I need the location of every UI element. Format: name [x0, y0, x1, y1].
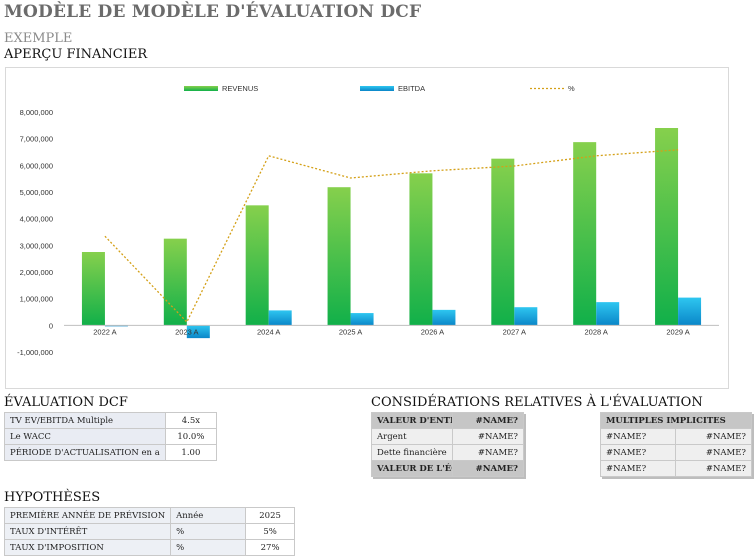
revenue-bar	[163, 238, 187, 326]
legend-label: %	[568, 84, 575, 93]
legend-label: REVENUS	[222, 84, 258, 93]
ebitda-bar	[678, 297, 702, 326]
considerations-value: #NAME?	[451, 412, 525, 429]
revenue-bar	[655, 128, 679, 326]
hypothesis-value[interactable]: 27%	[245, 539, 295, 556]
multiples-cell: #NAME?	[600, 444, 676, 461]
revenue-bar	[327, 187, 351, 326]
table-row: Dette financière #NAME?	[371, 444, 525, 461]
table-row: TV EV/EBITDA Multiple 4.5x	[4, 412, 218, 429]
table-row: PÉRIODE D'ACTUALISATION en a 1.00	[4, 444, 218, 461]
table-row: TAUX D'INTÉRÊT % 5%	[3, 523, 295, 540]
dcf-label: PÉRIODE D'ACTUALISATION en a	[4, 444, 166, 461]
page-subtitle: EXEMPLE	[4, 31, 73, 46]
revenue-bar	[491, 158, 515, 326]
dcf-value[interactable]: 4.5x	[164, 412, 218, 429]
hypothesis-unit: %	[170, 539, 247, 556]
considerations-value[interactable]: #NAME?	[451, 428, 525, 445]
dcf-value[interactable]: 1.00	[164, 444, 218, 461]
multiples-table: MULTIPLES IMPLICITES #NAME? #NAME? #NAME…	[600, 412, 752, 477]
x-axis-labels: 2022 A 2023 A 2024 A 2025 A 2026 A 2027 A 2028…	[93, 327, 689, 336]
y-tick-label: 7,000,000	[20, 135, 53, 144]
considerations-label: VALEUR D'ENTR	[371, 412, 453, 429]
considerations-value[interactable]: #NAME?	[451, 444, 525, 461]
considerations-table: VALEUR D'ENTR #NAME? Argent #NAME? Dette…	[371, 412, 525, 477]
legend-swatch	[184, 86, 218, 91]
financial-chart[interactable]: REVENUS EBITDA% -1,000,000 0 1,000,000 2,000…	[5, 67, 755, 389]
table-row: Le WACC 10.0%	[4, 428, 218, 445]
multiples-cell: #NAME?	[675, 428, 752, 445]
y-tick-label: 2,000,000	[20, 268, 53, 277]
considerations-heading: CONSIDÉRATIONS RELATIVES À L'ÉVALUATION	[371, 395, 703, 410]
table-row: VALEUR DE L'ÉQ #NAME?	[371, 460, 525, 477]
revenue-bar	[81, 252, 105, 326]
y-tick-label: -1,000,000	[17, 348, 53, 357]
y-tick-label: 0	[49, 321, 53, 330]
table-row: VALEUR D'ENTR #NAME?	[371, 412, 525, 429]
chart-svg: REVENUS EBITDA% -1,000,000 0 1,000,000 2,000…	[17, 84, 755, 357]
legend-swatch	[360, 86, 394, 91]
x-tick-label: 2029 A	[666, 327, 689, 336]
x-tick-label: 2023 A	[175, 327, 198, 336]
x-tick-label: 2024 A	[257, 327, 280, 336]
dcf-value[interactable]: 10.0%	[164, 428, 218, 445]
hypothesis-unit: %	[170, 523, 247, 540]
multiples-cell: #NAME?	[675, 444, 752, 461]
x-tick-label: 2025 A	[339, 327, 362, 336]
y-tick-label: 6,000,000	[20, 161, 53, 170]
multiples-cell: #NAME?	[600, 460, 676, 477]
dcf-label: Le WACC	[4, 428, 166, 445]
y-tick-label: 4,000,000	[20, 215, 53, 224]
page-title: MODÈLE DE MODÈLE D'ÉVALUATION DCF	[4, 2, 422, 22]
ebitda-bar	[514, 307, 538, 326]
chart-legend: REVENUS EBITDA%	[184, 84, 575, 93]
ebitda-bar	[350, 313, 374, 326]
y-tick-label: 8,000,000	[20, 108, 53, 117]
hypothesis-value[interactable]: 5%	[245, 523, 295, 540]
hypothesis-value[interactable]: 2025	[245, 507, 295, 524]
dcf-table: TV EV/EBITDA Multiple 4.5x Le WACC 10.0%…	[4, 412, 218, 461]
dcf-label: TV EV/EBITDA Multiple	[4, 412, 166, 429]
revenue-bar	[245, 205, 269, 326]
ebitda-bar	[596, 302, 620, 326]
table-row: #NAME? #NAME?	[600, 444, 752, 461]
considerations-label: VALEUR DE L'ÉQ	[371, 460, 453, 477]
x-tick-label: 2028 A	[585, 327, 608, 336]
hypothesis-unit: Année	[170, 507, 247, 524]
x-tick-label: 2026 A	[421, 327, 444, 336]
table-row: #NAME? #NAME?	[600, 428, 752, 445]
multiples-cell: #NAME?	[600, 428, 676, 445]
hypotheses-heading: HYPOTHÈSES	[4, 490, 101, 505]
ebitda-bar	[268, 310, 292, 326]
considerations-label: Argent	[371, 428, 453, 445]
table-row: PREMIÈRE ANNÉE DE PRÉVISION Année 2025	[3, 507, 295, 524]
table-row: TAUX D'IMPOSITION % 27%	[3, 539, 295, 556]
hypothesis-label: TAUX D'INTÉRÊT	[3, 523, 172, 540]
y-tick-label: 3,000,000	[20, 241, 53, 250]
hypotheses-table: PREMIÈRE ANNÉE DE PRÉVISION Année 2025 T…	[3, 507, 295, 556]
legend-label: EBITDA	[398, 84, 425, 93]
revenue-bar	[573, 142, 597, 326]
table-row: MULTIPLES IMPLICITES	[600, 412, 752, 429]
hypothesis-label: PREMIÈRE ANNÉE DE PRÉVISION	[3, 507, 172, 524]
y-axis: -1,000,000 0 1,000,000 2,000,000 3,000,000 4,…	[17, 108, 53, 357]
revenue-bar	[409, 173, 433, 326]
y-tick-label: 1,000,000	[20, 295, 53, 304]
hypothesis-label: TAUX D'IMPOSITION	[3, 539, 172, 556]
x-tick-label: 2027 A	[503, 327, 526, 336]
overview-heading: APERÇU FINANCIER	[4, 47, 148, 62]
x-tick-label: 2022 A	[93, 327, 116, 336]
ebitda-bar	[186, 325, 210, 339]
multiples-heading: MULTIPLES IMPLICITES	[600, 412, 752, 429]
chart-bars	[81, 128, 702, 339]
dcf-heading: ÉVALUATION DCF	[4, 395, 128, 410]
multiples-cell: #NAME?	[675, 460, 752, 477]
y-tick-label: 5,000,000	[20, 188, 53, 197]
table-row: Argent #NAME?	[371, 428, 525, 445]
table-row: #NAME? #NAME?	[600, 460, 752, 477]
ebitda-bar	[432, 309, 456, 326]
considerations-value: #NAME?	[451, 460, 525, 477]
considerations-label: Dette financière	[371, 444, 453, 461]
percent-line	[104, 149, 679, 324]
